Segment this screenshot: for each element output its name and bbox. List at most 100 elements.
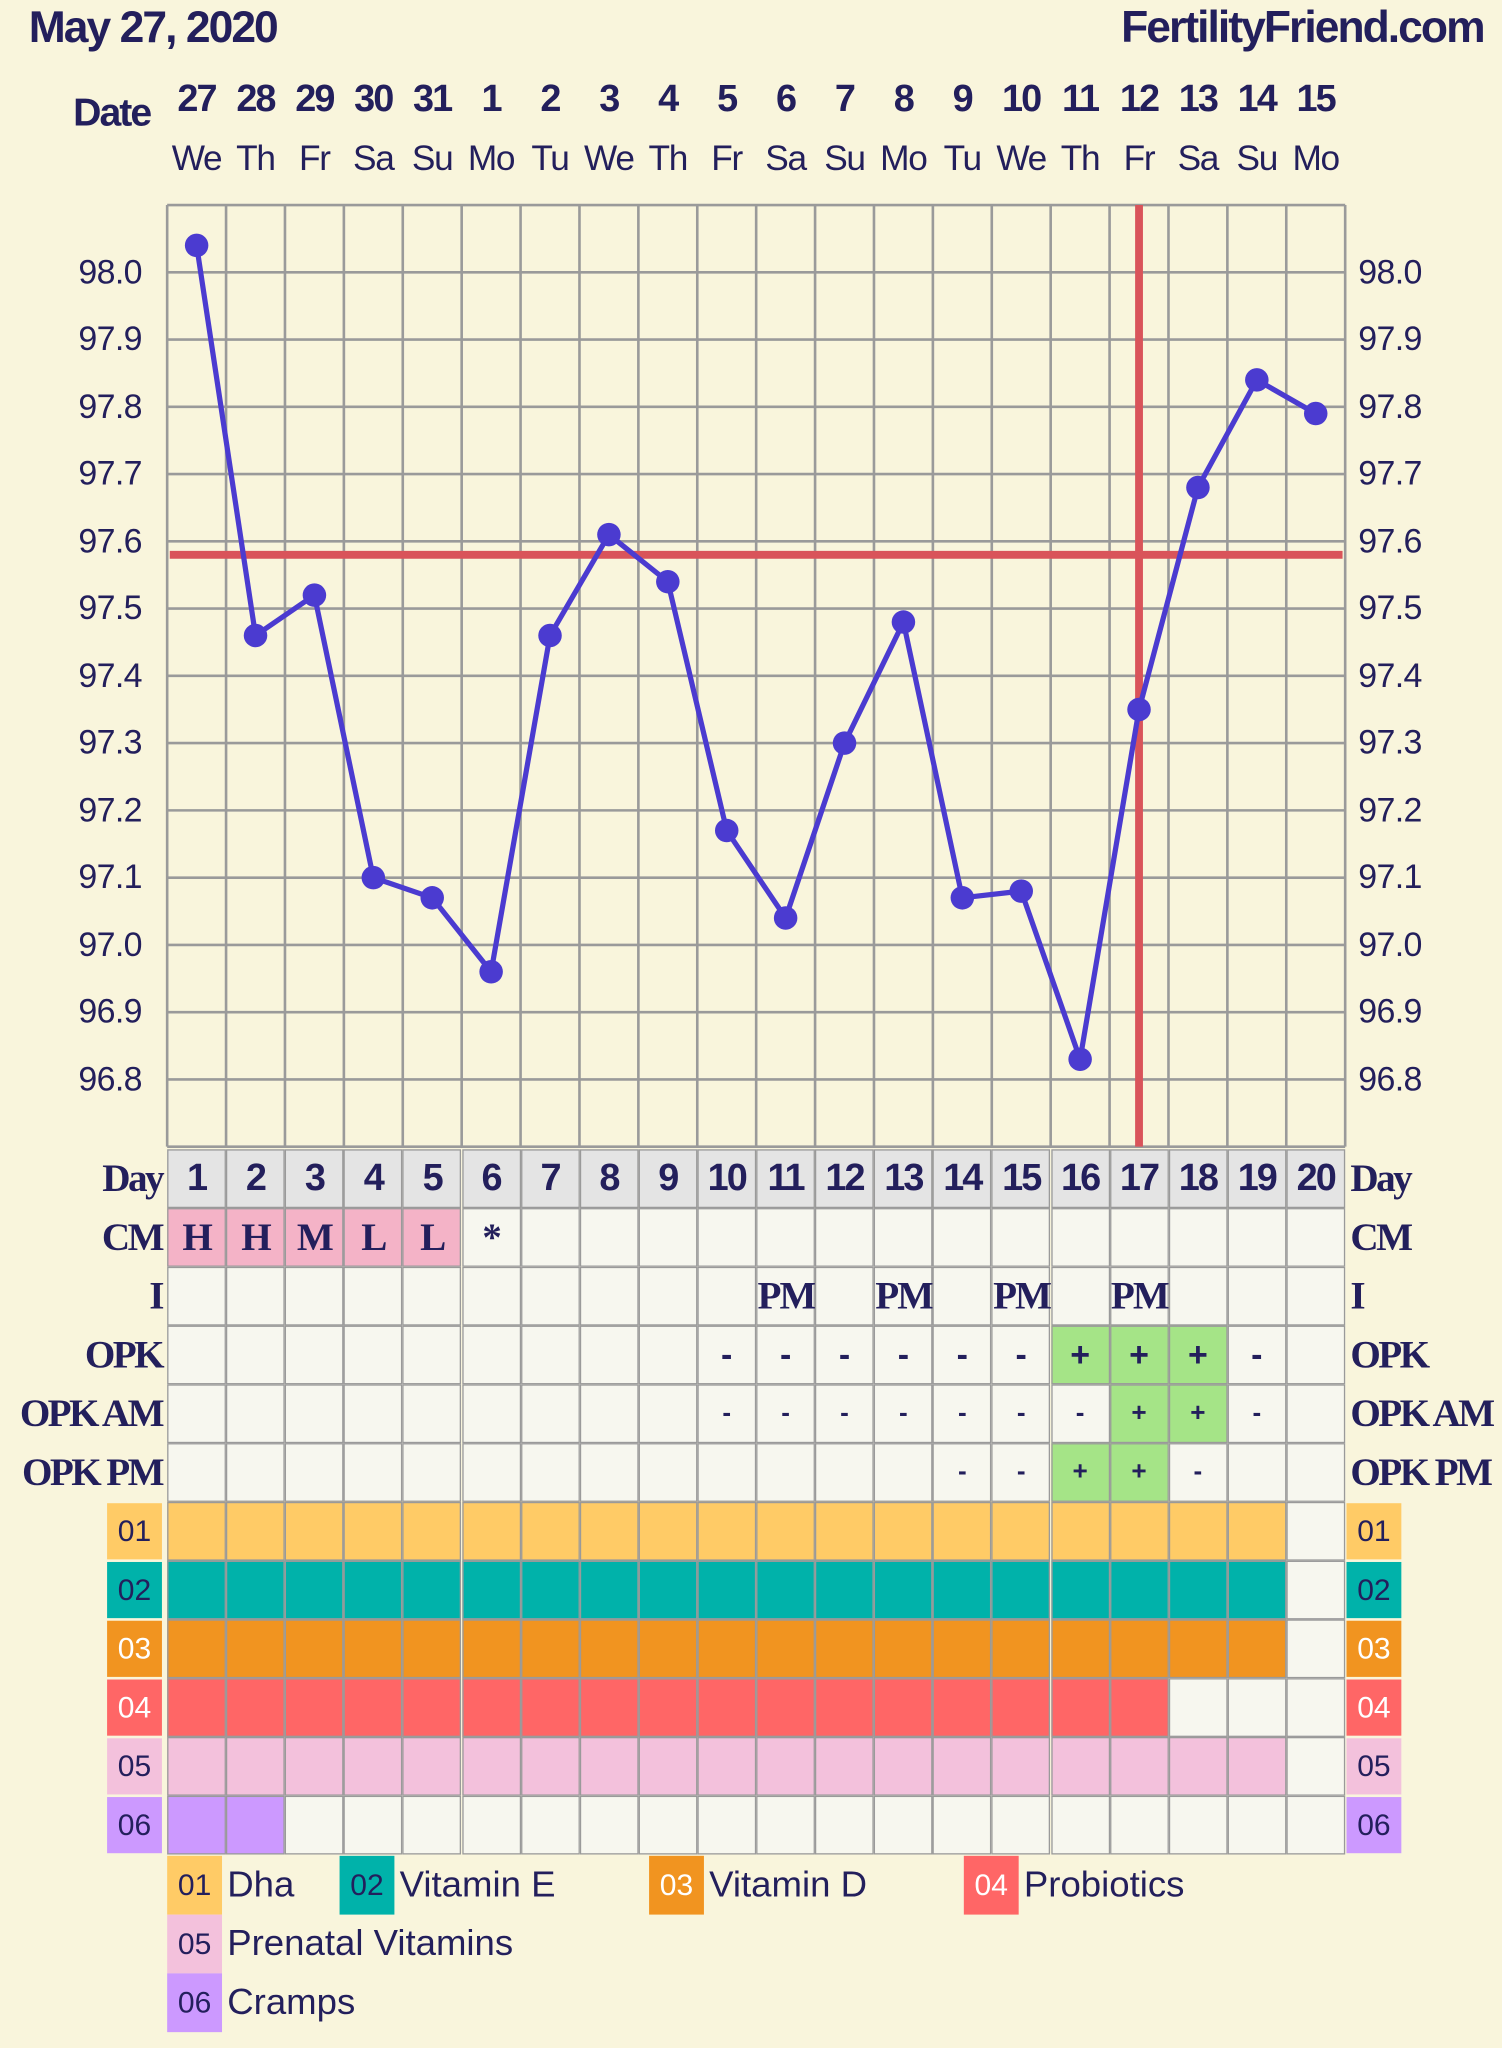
supplement-cell [815,1501,874,1561]
legend-label: Cramps [227,1981,356,2022]
date-number: 11 [1061,78,1100,121]
legend-label: Probiotics [1023,1863,1185,1905]
date-number: 27 [177,78,217,121]
supplement-cell [1227,1501,1287,1561]
y-tick-right: 97.4 [1358,654,1422,695]
legend-chip: 02 [339,1855,395,1915]
i-cell [1227,1266,1287,1326]
supplement-cell [638,1501,698,1561]
supplement-cell [1168,1560,1228,1620]
supplement-code-right: 02 [1346,1561,1402,1619]
temperature-point [302,583,327,607]
supplement-cell [1109,1736,1169,1796]
day-cell: 6 [461,1149,521,1209]
y-tick-right: 97.6 [1358,520,1422,560]
supplement-cell [1227,1619,1287,1679]
opk_pm-cell [697,1443,757,1502]
day-cell: 20 [1286,1149,1346,1209]
opk_pm-cell [873,1443,933,1502]
day-cell: 4 [343,1149,403,1209]
supplement-cell [1286,1501,1346,1561]
cm-cell: L [343,1208,403,1267]
opk-cell: - [815,1325,874,1385]
opk-cell: - [991,1325,1051,1385]
weekday: Tu [531,138,570,178]
supplement-cell [991,1560,1051,1620]
supplement-cell [932,1678,992,1737]
y-tick-left: 97.7 [78,453,142,493]
supplement-cell [873,1736,933,1796]
i-cell [520,1266,580,1326]
opk_am-cell [638,1384,698,1444]
supplement-cell [167,1619,227,1679]
i-cell [1050,1266,1110,1326]
day-cell: 3 [284,1149,344,1209]
supplement-cell [815,1619,874,1679]
supplement-cell [1109,1795,1169,1855]
supplement-cell [1168,1619,1228,1679]
opk_am-cell [461,1384,521,1444]
row-label-opk_pm: OPK PM [22,1450,165,1495]
i-cell: PM [756,1266,816,1326]
supplement-code-right: 06 [1346,1797,1402,1854]
supplement-cell [461,1619,521,1679]
date-label: Date [73,91,152,135]
site-name: FertilityFriend.com [1121,2,1485,53]
opk_am-cell: - [697,1384,757,1444]
day-cell: 17 [1109,1149,1169,1209]
supplement-cell [343,1560,403,1620]
supplement-cell [873,1678,933,1737]
supplement-cell [167,1501,227,1561]
supplement-cell [1050,1619,1110,1679]
day-cell: 10 [697,1149,757,1209]
temperature-point [891,610,916,634]
temperature-point [773,906,798,930]
opk_pm-cell: + [1050,1443,1110,1502]
opk_pm-cell [1286,1443,1346,1502]
y-tick-right: 97.0 [1358,923,1422,964]
date-number: 9 [952,78,974,121]
i-cell [932,1266,992,1326]
supplement-cell [579,1501,639,1561]
supplement-cell [226,1619,285,1679]
supplement-cell [756,1736,816,1796]
date-number: 3 [599,78,620,121]
supplement-cell [579,1560,639,1620]
y-tick-left: 98.0 [78,251,142,291]
supplement-cell [343,1619,403,1679]
y-tick-right: 97.2 [1358,789,1422,829]
date-number: 31 [413,78,453,121]
supplement-code-right: 03 [1346,1620,1402,1677]
supplement-code-right: 04 [1346,1679,1402,1736]
supplement-cell [402,1736,462,1796]
temperature-point [1009,879,1033,903]
temperature-point [420,886,444,910]
weekday: Su [411,138,454,178]
cm-cell [991,1208,1051,1267]
day-cell: 1 [167,1149,227,1209]
cm-cell [873,1208,933,1267]
legend-chip: 01 [167,1855,223,1915]
row-label-right-opk: OPK [1350,1333,1430,1377]
supplement-cell [1050,1501,1110,1561]
y-tick-right: 97.8 [1358,385,1422,426]
supplement-cell [402,1560,462,1620]
supplement-cell [284,1736,344,1796]
opk-cell [343,1325,403,1385]
row-label-right-opk_am: OPK AM [1350,1392,1495,1436]
legend-label: Dha [227,1863,295,1905]
supplement-cell [932,1736,992,1796]
day-cell: 8 [579,1149,639,1209]
opk-cell [638,1325,698,1385]
supplement-cell [1227,1678,1287,1737]
y-tick-right: 96.9 [1358,991,1422,1031]
opk_pm-cell [461,1443,521,1502]
opk_pm-cell: - [991,1443,1051,1502]
temperature-point [361,865,386,890]
cm-cell [1050,1208,1110,1267]
weekday: Su [824,138,866,178]
opk_pm-cell [1227,1443,1287,1502]
supplement-cell [638,1795,698,1855]
opk-cell [167,1325,227,1385]
temperature-point [184,233,209,258]
